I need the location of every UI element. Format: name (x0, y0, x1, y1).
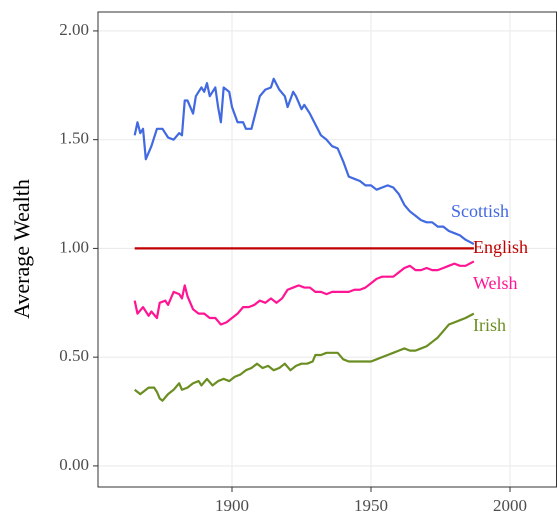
series-line (133, 77, 475, 246)
series-line (134, 312, 475, 402)
series-label: English (473, 237, 528, 257)
x-tick-label: 2000 (493, 496, 527, 515)
x-tick-label: 1950 (354, 496, 388, 515)
x-tick-label: 1900 (215, 496, 249, 515)
y-tick-label: 1.00 (59, 237, 89, 256)
series-label: Welsh (473, 273, 518, 293)
series-label: Scottish (451, 201, 509, 221)
y-axis-title: Average Wealth (9, 179, 34, 319)
y-tick-label: 0.00 (59, 455, 89, 474)
y-tick-label: 0.50 (59, 346, 89, 365)
y-tick-label: 2.00 (59, 20, 89, 39)
y-tick-label: 1.50 (59, 129, 89, 148)
series-line (133, 260, 475, 326)
series-label: Irish (473, 315, 506, 335)
